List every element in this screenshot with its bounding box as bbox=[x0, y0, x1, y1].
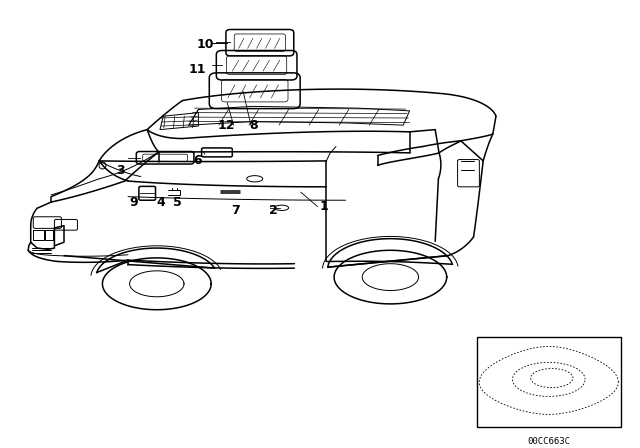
Text: 11: 11 bbox=[189, 63, 206, 76]
Text: 9: 9 bbox=[129, 195, 138, 208]
Text: 12: 12 bbox=[218, 119, 236, 132]
Text: 6: 6 bbox=[194, 155, 202, 168]
Text: 8: 8 bbox=[250, 119, 258, 132]
Text: 10: 10 bbox=[197, 38, 214, 51]
Text: 00CC663C: 00CC663C bbox=[527, 437, 570, 446]
Bar bbox=[477, 337, 621, 427]
Text: 2: 2 bbox=[269, 203, 278, 216]
Text: 4: 4 bbox=[156, 195, 165, 208]
Text: 3: 3 bbox=[116, 164, 125, 177]
Text: 7: 7 bbox=[231, 203, 240, 216]
Text: 5: 5 bbox=[173, 195, 182, 208]
Text: 1: 1 bbox=[320, 200, 329, 213]
